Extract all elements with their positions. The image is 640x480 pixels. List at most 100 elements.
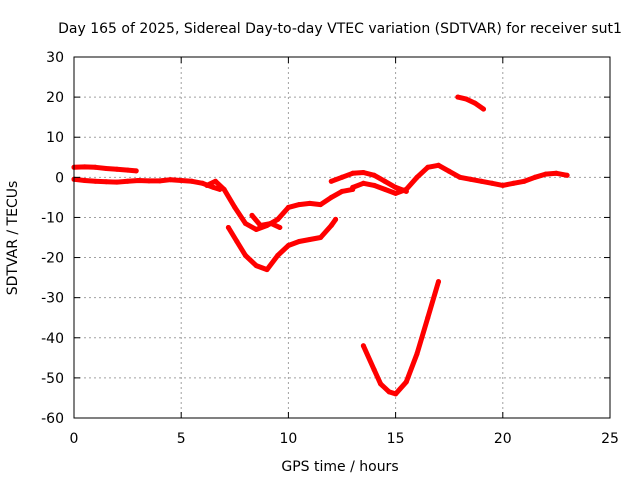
y-tick-label: 0 bbox=[55, 170, 64, 186]
data-point bbox=[543, 171, 549, 177]
series-track-5 bbox=[225, 216, 339, 273]
data-point bbox=[393, 391, 399, 397]
data-point bbox=[455, 94, 461, 100]
y-tick-label: -60 bbox=[41, 411, 64, 427]
data-point bbox=[249, 212, 255, 218]
data-point bbox=[275, 216, 281, 222]
data-point bbox=[213, 178, 218, 184]
data-point bbox=[82, 164, 88, 170]
data-point bbox=[425, 164, 431, 170]
data-point bbox=[500, 182, 506, 188]
data-point bbox=[103, 166, 109, 171]
data-point bbox=[296, 202, 302, 208]
data-point bbox=[489, 180, 495, 186]
data-point bbox=[103, 179, 109, 185]
data-point bbox=[243, 221, 248, 226]
data-point bbox=[378, 381, 384, 387]
data-point bbox=[339, 174, 345, 180]
data-point bbox=[221, 186, 227, 192]
data-point bbox=[253, 263, 259, 269]
data-point bbox=[168, 177, 173, 183]
data-point bbox=[360, 170, 366, 175]
data-point bbox=[382, 178, 388, 184]
y-axis-label: SDTVAR / TECUs bbox=[5, 181, 21, 296]
data-point bbox=[328, 223, 334, 228]
data-point bbox=[318, 202, 324, 208]
data-point bbox=[82, 178, 88, 183]
x-tick-label: 15 bbox=[387, 431, 405, 447]
data-point bbox=[258, 223, 263, 228]
y-tick-label: -20 bbox=[41, 251, 64, 267]
x-tick-label: 25 bbox=[601, 431, 619, 447]
data-point bbox=[446, 168, 452, 174]
plot-frame bbox=[73, 56, 611, 419]
data-point bbox=[350, 170, 356, 176]
x-tick-label: 0 bbox=[70, 431, 79, 447]
data-point bbox=[125, 178, 131, 184]
data-point bbox=[277, 225, 283, 230]
chart-title: Day 165 of 2025, Sidereal Day-to-day VTE… bbox=[58, 21, 622, 37]
data-point bbox=[146, 178, 152, 184]
x-tick-label: 5 bbox=[177, 431, 186, 447]
data-point bbox=[307, 200, 313, 206]
data-point bbox=[339, 188, 345, 194]
data-point bbox=[333, 216, 339, 222]
y-tick-label: -50 bbox=[41, 371, 64, 387]
data-point bbox=[189, 178, 195, 184]
data-point bbox=[204, 182, 210, 188]
data-point bbox=[436, 162, 441, 168]
data-point bbox=[414, 351, 420, 357]
data-point bbox=[200, 180, 206, 186]
data-point bbox=[414, 174, 420, 180]
data-point bbox=[403, 379, 409, 385]
data-point bbox=[436, 279, 441, 285]
data-point bbox=[125, 167, 131, 173]
data-point bbox=[472, 100, 478, 106]
data-point bbox=[135, 178, 141, 183]
data-point bbox=[92, 178, 98, 184]
data-series bbox=[71, 94, 570, 397]
data-point bbox=[133, 168, 139, 174]
series-track-9 bbox=[455, 94, 486, 112]
y-tick-label: -40 bbox=[41, 331, 64, 347]
data-point bbox=[393, 184, 399, 190]
data-point bbox=[532, 174, 538, 180]
data-point bbox=[382, 186, 388, 192]
y-tick-label: 10 bbox=[46, 130, 64, 146]
y-tick-label: -10 bbox=[41, 210, 64, 226]
data-point bbox=[285, 243, 291, 248]
data-point bbox=[328, 194, 334, 200]
data-point bbox=[296, 239, 302, 244]
data-point bbox=[114, 166, 120, 172]
x-tick-label: 20 bbox=[494, 431, 512, 447]
data-point bbox=[307, 237, 313, 242]
data-point bbox=[457, 174, 463, 180]
data-point bbox=[92, 164, 98, 170]
data-point bbox=[225, 225, 231, 230]
x-axis-label: GPS time / hours bbox=[281, 459, 398, 475]
data-point bbox=[481, 106, 486, 112]
data-point bbox=[232, 204, 238, 210]
data-point bbox=[511, 180, 516, 186]
axes: 0 5 10 15 20 25 -60 -50 -40 -30 -20 -10 0 10 20 30 bbox=[41, 50, 619, 447]
data-point bbox=[360, 180, 366, 186]
data-point bbox=[157, 178, 163, 184]
x-tick-label: 10 bbox=[279, 431, 297, 447]
data-point bbox=[243, 253, 248, 258]
data-point bbox=[478, 178, 484, 184]
data-point bbox=[268, 221, 274, 226]
y-tick-label: 30 bbox=[46, 50, 64, 66]
data-point bbox=[285, 204, 291, 210]
data-point bbox=[393, 190, 399, 196]
data-point bbox=[521, 178, 527, 184]
data-point bbox=[360, 343, 366, 349]
data-point bbox=[178, 178, 184, 183]
data-point bbox=[553, 170, 559, 176]
data-point bbox=[425, 315, 431, 321]
data-point bbox=[318, 235, 324, 240]
data-point bbox=[371, 367, 377, 373]
data-point bbox=[275, 253, 281, 258]
data-point bbox=[564, 172, 570, 178]
series-track-4 bbox=[249, 212, 283, 230]
